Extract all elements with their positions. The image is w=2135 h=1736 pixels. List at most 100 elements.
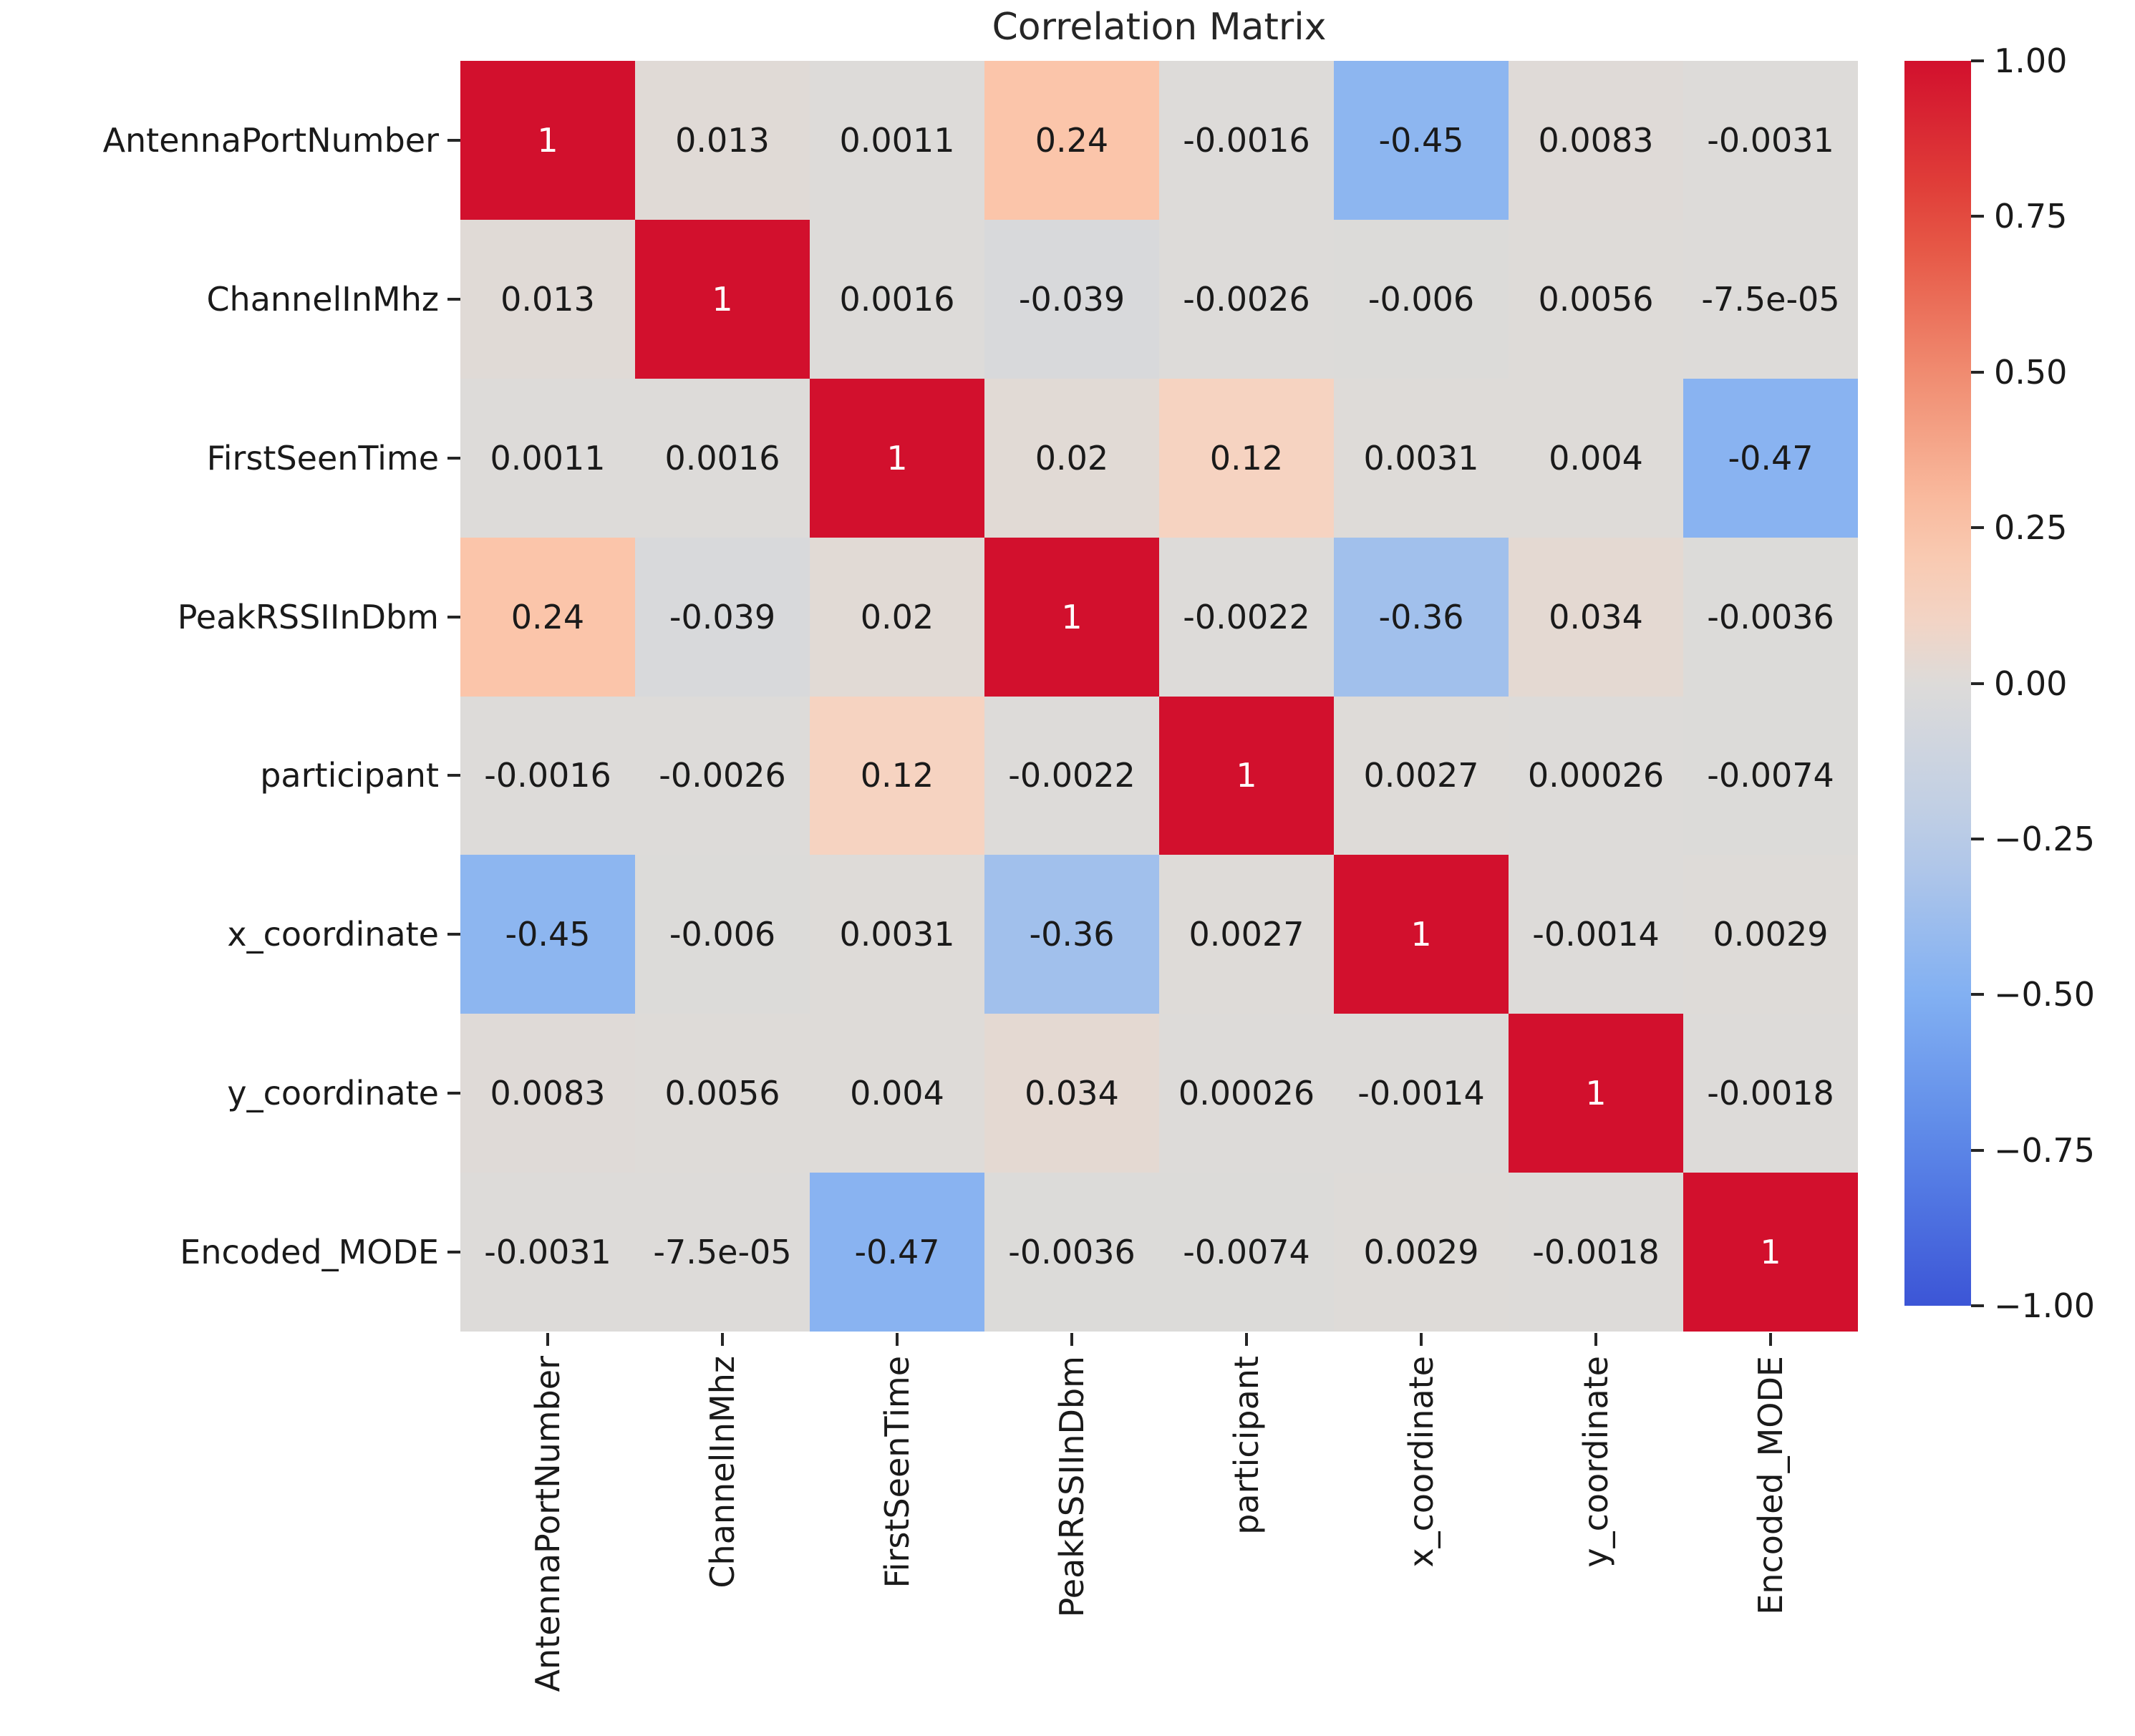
heatmap-cell: -0.0016 (460, 696, 635, 855)
colorbar-tick: −0.25 (1971, 820, 2095, 858)
colorbar-tick: −0.50 (1971, 975, 2095, 1014)
heatmap-cell: 0.004 (810, 1014, 984, 1173)
colorbar-tick: 0.75 (1971, 197, 2067, 236)
heatmap-cell: -0.45 (1334, 61, 1509, 220)
heatmap-cell: 1 (810, 378, 984, 538)
colorbar-tick-mark (1971, 993, 1984, 996)
heatmap-cell: 0.0029 (1334, 1173, 1509, 1332)
colorbar-tick: 1.00 (1971, 42, 2067, 80)
y-tick-mark (447, 774, 460, 777)
heatmap-cell: -0.0031 (1683, 61, 1858, 220)
heatmap-cell: -0.0036 (984, 1173, 1159, 1332)
heatmap-cell: 1 (1159, 696, 1334, 855)
heatmap-cell: 0.0031 (810, 855, 984, 1014)
colorbar-tick: −0.75 (1971, 1131, 2095, 1170)
heatmap-cell: -0.0036 (1683, 537, 1858, 697)
y-tick: x_coordinate (0, 855, 460, 1014)
x-axis: AntennaPortNumber ChannelInMhz FirstSeenTi… (460, 1333, 1858, 1734)
x-tick: y_coordinate (1509, 1333, 1683, 1734)
heatmap-cell: -0.0026 (1159, 219, 1334, 379)
y-tick-mark (447, 615, 460, 619)
colorbar-tick-label: −0.25 (1994, 819, 2095, 858)
colorbar-tick: 0.25 (1971, 508, 2067, 547)
y-tick: ChannelInMhz (0, 220, 460, 379)
x-tick: participant (1159, 1333, 1334, 1734)
y-tick: PeakRSSIInDbm (0, 538, 460, 697)
heatmap-cell: -0.0074 (1683, 696, 1858, 855)
heatmap-cell: 0.0029 (1683, 855, 1858, 1014)
x-tick-mark (721, 1333, 724, 1346)
x-tick: Encoded_MODE (1683, 1333, 1858, 1734)
heatmap-cell: -0.36 (1334, 537, 1509, 697)
heatmap-cell: -0.0016 (1159, 61, 1334, 220)
heatmap-cell: -0.0014 (1334, 1014, 1509, 1173)
x-tick: AntennaPortNumber (460, 1333, 635, 1734)
y-tick-label: x_coordinate (227, 915, 439, 954)
colorbar-gradient (1904, 61, 1971, 1306)
heatmap-cell: -0.0026 (635, 696, 810, 855)
colorbar-tick-label: 0.75 (1994, 197, 2068, 236)
x-tick-mark (1070, 1333, 1073, 1346)
heatmap-cell: 0.0056 (1509, 219, 1683, 379)
heatmap-cell: 0.0016 (635, 378, 810, 538)
x-tick: x_coordinate (1334, 1333, 1509, 1734)
heatmap-cell: 0.12 (1159, 378, 1334, 538)
heatmap-cell: -0.039 (635, 537, 810, 697)
colorbar-tick-label: 0.25 (1994, 508, 2068, 548)
heatmap-cell: -0.0022 (1159, 537, 1334, 697)
heatmap-cell: -0.0031 (460, 1173, 635, 1332)
x-tick-label: PeakRSSIInDbm (1052, 1356, 1091, 1618)
heatmap-cell: -0.0018 (1683, 1014, 1858, 1173)
y-tick-mark (447, 1092, 460, 1095)
heatmap-cell: 0.02 (810, 537, 984, 697)
heatmap-cell: 0.0016 (810, 219, 984, 379)
heatmap-cell: -0.0074 (1159, 1173, 1334, 1332)
x-tick: ChannelInMhz (635, 1333, 810, 1734)
colorbar-ticks: 1.00 0.75 0.50 0.25 0.00 −0.25 −0.50 −0.75 −1.00 (1971, 42, 2135, 1325)
heatmap-cell: -0.47 (810, 1173, 984, 1332)
heatmap-cell: 0.0083 (1509, 61, 1683, 220)
y-tick-mark (447, 1251, 460, 1254)
heatmap-cell: 0.00026 (1159, 1014, 1334, 1173)
chart-title: Correlation Matrix (992, 6, 1327, 49)
heatmap-cell: 0.013 (635, 61, 810, 220)
x-tick-label: Encoded_MODE (1751, 1356, 1790, 1615)
colorbar-tick-mark (1971, 526, 1984, 530)
x-tick-label: y_coordinate (1577, 1356, 1615, 1568)
heatmap-cell: -0.039 (984, 219, 1159, 379)
colorbar-tick: 0.50 (1971, 353, 2067, 392)
x-tick: PeakRSSIInDbm (984, 1333, 1159, 1734)
x-tick-mark (1769, 1333, 1772, 1346)
colorbar-tick-mark (1971, 682, 1984, 685)
heatmap-cell: 0.0011 (460, 378, 635, 538)
y-tick-mark (447, 933, 460, 936)
y-tick: Encoded_MODE (0, 1173, 460, 1332)
heatmap-cell: 0.034 (1509, 537, 1683, 697)
heatmap-cell: 0.24 (460, 537, 635, 697)
x-tick-mark (896, 1333, 899, 1346)
heatmap-cell: -7.5e-05 (1683, 219, 1858, 379)
heatmap-cell: 0.034 (984, 1014, 1159, 1173)
y-tick-label: y_coordinate (227, 1074, 439, 1113)
x-tick-mark (546, 1333, 549, 1346)
x-tick-mark (1245, 1333, 1248, 1346)
colorbar-tick-label: −1.00 (1994, 1286, 2095, 1325)
y-tick: y_coordinate (0, 1014, 460, 1173)
heatmap-cell: 0.00026 (1509, 696, 1683, 855)
colorbar-tick-label: −0.50 (1994, 975, 2095, 1014)
heatmap-cell: 0.12 (810, 696, 984, 855)
heatmap-cell: 0.0027 (1159, 855, 1334, 1014)
heatmap-cell: -0.47 (1683, 378, 1858, 538)
colorbar-tick-label: 0.50 (1994, 352, 2068, 392)
colorbar-tick: 0.00 (1971, 664, 2067, 703)
colorbar-tick: −1.00 (1971, 1286, 2095, 1325)
heatmap-cell: -0.0022 (984, 696, 1159, 855)
heatmap-cell: 1 (1509, 1014, 1683, 1173)
y-axis: AntennaPortNumber ChannelInMhz FirstSeenTi… (0, 61, 460, 1332)
heatmap-cell: 0.0027 (1334, 696, 1509, 855)
heatmap-cell: 1 (460, 61, 635, 220)
x-tick-label: ChannelInMhz (703, 1356, 742, 1589)
x-tick-label: FirstSeenTime (878, 1356, 916, 1589)
heatmap-cell: 0.0031 (1334, 378, 1509, 538)
